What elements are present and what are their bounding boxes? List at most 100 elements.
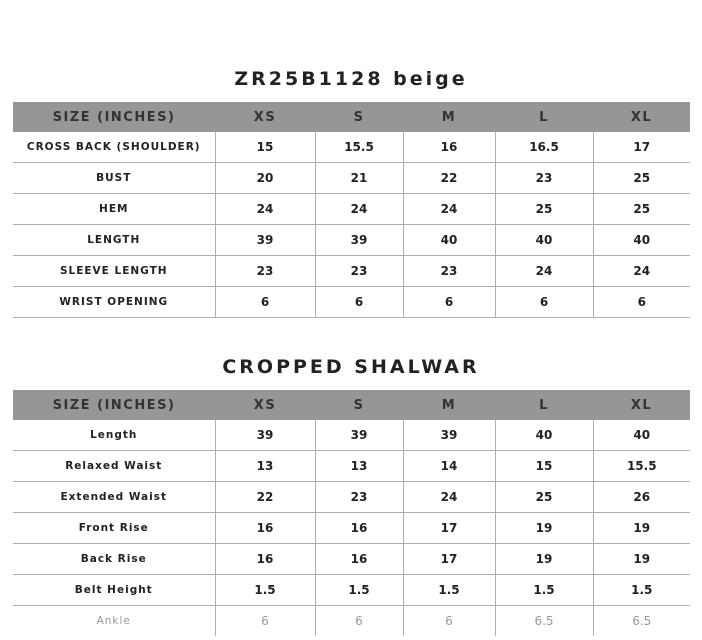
column-header: SIZE (INCHES) — [13, 102, 215, 132]
cell-value: 6 — [314, 605, 403, 636]
table-row: Back Rise 16 16 17 19 19 — [13, 543, 690, 575]
cell-value: 6.5 — [494, 605, 593, 636]
cell-value: 40 — [592, 224, 690, 256]
cell-value: 1.5 — [494, 574, 593, 606]
cell-value: 23 — [402, 255, 495, 287]
cell-value: 1.5 — [402, 574, 495, 606]
column-header: M — [403, 390, 495, 420]
cell-value: 39 — [214, 224, 315, 256]
cell-value: 6 — [214, 286, 315, 318]
table-row: BUST 20 21 22 23 25 — [13, 162, 690, 194]
cell-value: 23 — [494, 162, 593, 194]
table-title-shalwar: CROPPED SHALWAR — [222, 356, 480, 378]
cell-value: 19 — [494, 543, 593, 575]
cell-value: 17 — [402, 512, 495, 544]
table-title-top: ZR25B1128 beige — [234, 68, 468, 90]
cell-value: 40 — [402, 224, 495, 256]
table-row: CROSS BACK (SHOULDER) 15 15.5 16 16.5 17 — [13, 132, 690, 163]
cell-value: 25 — [494, 193, 593, 225]
size-chart-shalwar: SIZE (INCHES) XS S M L XL Length 39 39 39 40 40 Rela… — [13, 390, 690, 636]
cell-value: 25 — [494, 481, 593, 513]
row-label: Extended Waist — [13, 481, 215, 513]
table-row: LENGTH 39 39 40 40 40 — [13, 224, 690, 256]
column-header: XL — [593, 390, 690, 420]
row-label: Back Rise — [13, 543, 215, 575]
cell-value: 19 — [592, 543, 690, 575]
cell-value: 25 — [592, 162, 690, 194]
row-label: BUST — [13, 162, 215, 194]
column-header: L — [495, 102, 593, 132]
cell-value: 15.5 — [592, 450, 690, 482]
cell-value: 17 — [402, 543, 495, 575]
table-row: SLEEVE LENGTH 23 23 23 24 24 — [13, 255, 690, 287]
row-label: HEM — [13, 193, 215, 225]
cell-value: 22 — [402, 162, 495, 194]
column-header: L — [495, 390, 593, 420]
cell-value: 16 — [314, 512, 403, 544]
cell-value: 24 — [214, 193, 315, 225]
column-header: XS — [215, 390, 315, 420]
cell-value: 6 — [214, 605, 315, 636]
cell-value: 15 — [494, 450, 593, 482]
column-header: M — [403, 102, 495, 132]
cell-value: 13 — [214, 450, 315, 482]
table-row: HEM 24 24 24 25 25 — [13, 193, 690, 225]
cell-value: 16 — [402, 132, 495, 163]
table-row: Relaxed Waist 13 13 14 15 15.5 — [13, 450, 690, 482]
cell-value: 16 — [214, 543, 315, 575]
row-label: SLEEVE LENGTH — [13, 255, 215, 287]
cell-value: 1.5 — [314, 574, 403, 606]
row-label: Ankle — [96, 615, 131, 627]
row-label: LENGTH — [13, 224, 215, 256]
cell-value: 15.5 — [314, 132, 403, 163]
cell-value: 24 — [402, 193, 495, 225]
cell-value: 6 — [494, 286, 593, 318]
cell-value: 16.5 — [494, 132, 593, 163]
cell-value: 6 — [592, 286, 690, 318]
table-row: Ankle 6 6 6 6.5 6.5 — [13, 605, 690, 636]
header-row: SIZE (INCHES) XS S M L XL — [13, 102, 690, 132]
column-header: XS — [215, 102, 315, 132]
cell-value: 40 — [494, 224, 593, 256]
row-label: CROSS BACK (SHOULDER) — [13, 132, 215, 163]
cell-value: 19 — [494, 512, 593, 544]
row-label: Relaxed Waist — [13, 450, 215, 482]
column-header: XL — [593, 102, 690, 132]
cell-value: 24 — [402, 481, 495, 513]
cell-value: 23 — [314, 255, 403, 287]
row-label: Length — [13, 420, 215, 451]
table-row: WRIST OPENING 6 6 6 6 6 — [13, 286, 690, 318]
cell-value: 24 — [592, 255, 690, 287]
cell-value: 39 — [314, 420, 403, 451]
cell-value: 17 — [592, 132, 690, 163]
cell-value: 24 — [314, 193, 403, 225]
row-label: Belt Height — [13, 574, 215, 606]
cell-value: 24 — [494, 255, 593, 287]
cell-value: 6.5 — [592, 605, 690, 636]
cell-value: 40 — [592, 420, 690, 451]
table-row: Front Rise 16 16 17 19 19 — [13, 512, 690, 544]
cell-value: 6 — [402, 286, 495, 318]
header-row: SIZE (INCHES) XS S M L XL — [13, 390, 690, 420]
column-header: S — [315, 390, 403, 420]
table-row: Length 39 39 39 40 40 — [13, 420, 690, 451]
cell-value: 1.5 — [592, 574, 690, 606]
cell-value: 6 — [402, 605, 495, 636]
cell-value: 23 — [214, 255, 315, 287]
cell-value: 26 — [592, 481, 690, 513]
cell-value: 20 — [214, 162, 315, 194]
cell-value: 16 — [314, 543, 403, 575]
cell-value: 23 — [314, 481, 403, 513]
table-row: Extended Waist 22 23 24 25 26 — [13, 481, 690, 513]
size-chart-top: SIZE (INCHES) XS S M L XL CROSS BACK (SHOULDER… — [13, 102, 690, 318]
cell-value: 39 — [402, 420, 495, 451]
cell-value: 19 — [592, 512, 690, 544]
column-header: S — [315, 102, 403, 132]
cell-value: 22 — [214, 481, 315, 513]
table-row: Belt Height 1.5 1.5 1.5 1.5 1.5 — [13, 574, 690, 606]
cell-value: 6 — [314, 286, 403, 318]
cell-value: 15 — [214, 132, 315, 163]
column-header: SIZE (INCHES) — [13, 390, 215, 420]
row-label: Front Rise — [13, 512, 215, 544]
cell-value: 25 — [592, 193, 690, 225]
